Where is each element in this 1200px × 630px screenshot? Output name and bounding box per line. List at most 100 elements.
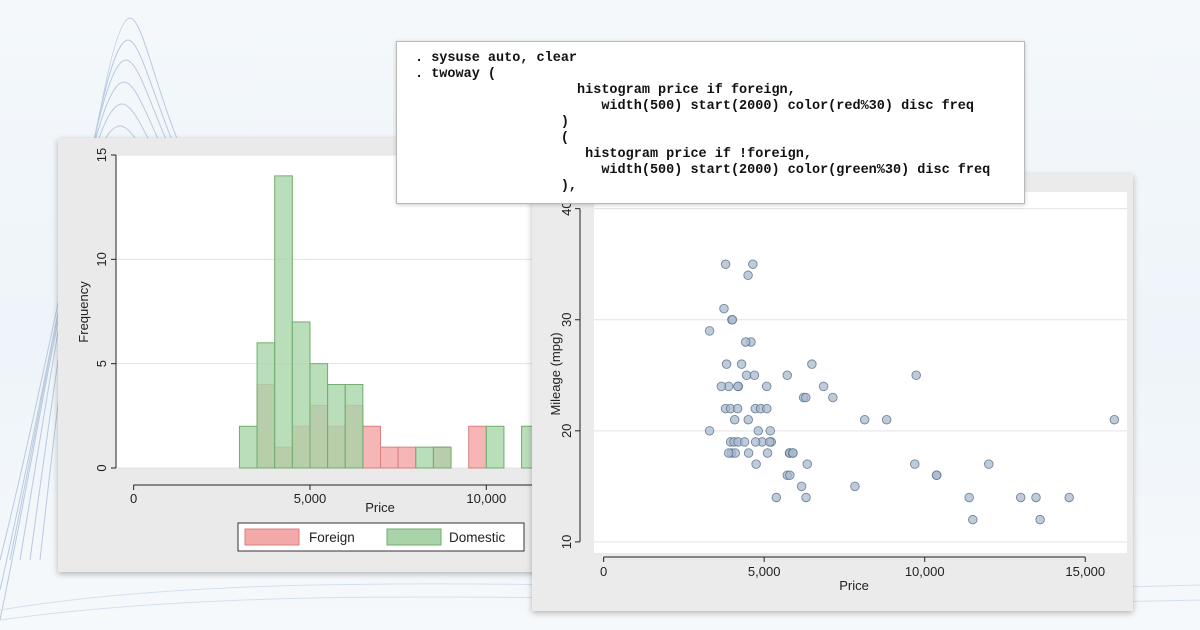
scatter-x-tick-label: 10,000: [905, 564, 945, 579]
histogram-bar-foreign: [468, 425, 487, 469]
scatter-x-axis-label: Price: [839, 578, 869, 593]
scatter-point: [859, 414, 870, 425]
scatter-point: [716, 381, 727, 392]
scatter-point: [818, 381, 829, 392]
legend-swatch-domestic: [386, 528, 442, 546]
scatter-point: [911, 370, 921, 381]
histogram-legend: Foreign Domestic: [237, 522, 525, 552]
scatter-point: [1064, 492, 1074, 503]
scatter-y-tick-label: 20: [559, 424, 574, 438]
histogram-x-tick-label: 10,000: [466, 491, 506, 506]
histogram-bar-domestic: [415, 446, 434, 469]
histogram-bar-domestic: [256, 342, 276, 469]
histogram-bar-foreign: [397, 446, 417, 469]
scatter-point: [984, 459, 994, 469]
scatter-point: [801, 392, 811, 403]
scatter-y-tick-label: 10: [559, 535, 574, 549]
scatter-point: [850, 481, 860, 492]
scatter-point: [1109, 414, 1120, 425]
scatter-point: [704, 326, 715, 336]
histogram-bar-foreign: [380, 446, 399, 469]
histogram-y-tick-label: 5: [94, 360, 109, 367]
legend-label-foreign: Foreign: [309, 530, 355, 545]
scatter-point: [721, 359, 732, 369]
histogram-y-tick-label: 15: [94, 148, 109, 162]
histogram-bar-domestic: [274, 175, 293, 469]
scatter-point: [881, 414, 892, 425]
scatter-y-tick-label: 30: [559, 313, 574, 327]
scatter-x-tick-label: 0: [600, 564, 607, 579]
histogram-bars: [238, 175, 593, 469]
histogram-x-axis-label: Price: [365, 500, 395, 515]
scatter-point: [719, 303, 729, 314]
scatter-point: [764, 437, 775, 447]
code-line: width(500) start(2000) color(red%30) dis…: [415, 99, 974, 114]
histogram-chart-panel: 0 5 10 15 0 5,000 10,000 Price Frequency Forei…: [58, 138, 593, 572]
code-line: histogram price if !foreign,: [415, 147, 812, 162]
scatter-point: [796, 481, 807, 492]
scatter-point: [761, 381, 772, 392]
code-line: (: [415, 131, 569, 146]
scatter-point: [968, 514, 978, 525]
scatter-gridlines: [594, 208, 1127, 543]
scatter-point: [739, 437, 750, 447]
histogram-bar-foreign: [362, 425, 382, 469]
histogram-x-tick-label: 5,000: [294, 491, 327, 506]
code-line: width(500) start(2000) color(green%30) d…: [415, 163, 991, 178]
code-line: histogram price if foreign,: [415, 83, 796, 98]
scatter-point: [1015, 492, 1026, 503]
scatter-point: [910, 459, 920, 469]
scatter-point: [1035, 514, 1045, 525]
scatter-chart-panel: 10 20 30 40 0 5,000 10,000 15,000 Price Mileage…: [532, 174, 1133, 611]
scatter-point: [749, 370, 760, 381]
scatter-point: [931, 470, 942, 480]
scatter-point: [807, 359, 817, 369]
scatter-point: [741, 370, 752, 381]
scatter-point: [1031, 492, 1041, 503]
scatter-point: [762, 448, 773, 458]
histogram-bar-domestic: [238, 425, 258, 469]
scatter-point: [736, 359, 747, 369]
scatter-point: [750, 437, 761, 447]
scatter-point: [788, 448, 798, 458]
scatter-point: [727, 314, 738, 325]
code-line: . twoway (: [415, 67, 497, 82]
scatter-point: [748, 259, 758, 269]
scatter-plot-area: [594, 192, 1127, 553]
scatter-point: [765, 426, 775, 436]
scatter-point: [732, 403, 743, 414]
scatter-point: [740, 337, 751, 347]
scatter-point: [720, 259, 731, 269]
scatter-points: [704, 192, 1120, 525]
scatter-x-tick-label: 5,000: [748, 564, 781, 579]
scatter-point: [785, 470, 795, 480]
histogram-y-tick-label: 10: [94, 252, 109, 266]
scatter-point: [729, 414, 740, 425]
histogram-y-tick-label: 0: [94, 464, 109, 471]
scatter-point: [782, 370, 793, 381]
scatter-point: [771, 492, 782, 503]
scatter-point: [753, 426, 764, 436]
scatter-point: [743, 448, 754, 458]
scatter-point: [828, 392, 838, 403]
histogram-bar-domestic: [432, 446, 452, 469]
scatter-point: [723, 448, 734, 458]
scatter-y-tick-label: 40: [559, 201, 574, 215]
histogram-bar-domestic: [485, 425, 505, 469]
scatter-point: [743, 414, 753, 425]
histogram-axes: 0 5 10 15 0 5,000 10,000: [94, 148, 578, 506]
scatter-point: [801, 492, 811, 503]
histogram-x-tick-label: 0: [130, 491, 137, 506]
scatter-point: [751, 459, 761, 469]
histogram-y-axis-label: Frequency: [76, 281, 91, 343]
stata-code-window: . sysuse auto, clear . twoway ( histogra…: [396, 41, 1025, 204]
histogram-bar-domestic: [291, 321, 311, 469]
scatter-y-axis-label: Mileage (mpg): [548, 332, 563, 415]
code-line: . sysuse auto, clear: [415, 51, 578, 66]
histogram-bar-domestic: [344, 384, 364, 469]
scatter-point: [964, 492, 974, 503]
legend-label-domestic: Domestic: [449, 530, 506, 545]
histogram-chart: 0 5 10 15 0 5,000 10,000 Price Frequency Forei…: [76, 148, 593, 552]
histogram-bar-domestic: [309, 363, 329, 469]
histogram-bar-domestic: [327, 384, 346, 469]
